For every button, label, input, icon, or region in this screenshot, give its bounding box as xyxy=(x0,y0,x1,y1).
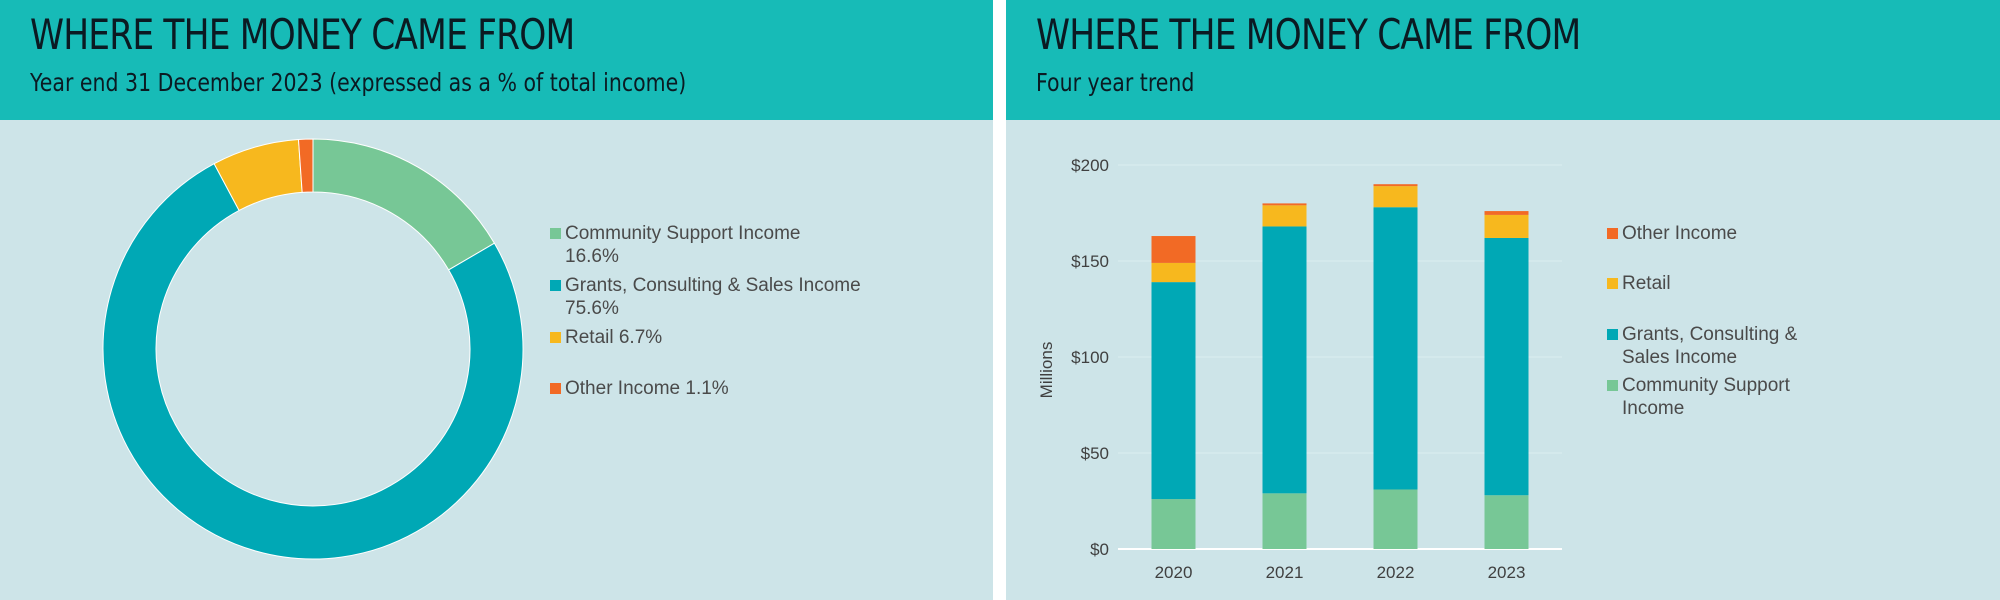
bar-legend-label-other: Other Income xyxy=(1622,223,1737,244)
x-tick-label-2020: 2020 xyxy=(1155,563,1193,582)
bar-2023-community xyxy=(1484,495,1529,549)
right-panel: WHERE THE MONEY CAME FROM Four year tren… xyxy=(1006,0,2000,600)
donut-legend-label-grants-line2: 75.6% xyxy=(565,298,619,319)
y-tick-label-200: $200 xyxy=(1071,156,1109,175)
bar-2022-retail xyxy=(1373,186,1418,208)
bar-legend-label-grants-line2: Sales Income xyxy=(1622,347,1737,368)
left-title: WHERE THE MONEY CAME FROM xyxy=(30,10,575,59)
y-tick-label-50: $50 xyxy=(1081,444,1109,463)
donut-legend-swatch-other xyxy=(550,383,561,394)
bar-2023-retail xyxy=(1484,214,1529,238)
bar-legend-label-community: Community Support xyxy=(1622,375,1791,396)
bar-2020-community xyxy=(1151,499,1196,549)
bar-2023-other xyxy=(1484,211,1529,215)
right-title: WHERE THE MONEY CAME FROM xyxy=(1036,10,1581,59)
bar-legend-swatch-grants xyxy=(1607,329,1618,340)
donut-legend-label-other: Other Income 1.1% xyxy=(565,378,729,399)
bar-2021-retail xyxy=(1262,205,1307,227)
bar-legend-label-community-line2: Income xyxy=(1622,398,1684,419)
bar-2023-grants xyxy=(1484,237,1529,496)
bar-2022-grants xyxy=(1373,207,1418,490)
donut-legend-label-community-line2: 16.6% xyxy=(565,246,619,267)
bar-2020-other xyxy=(1151,236,1196,263)
bar-legend-label-retail: Retail xyxy=(1622,273,1671,294)
donut-legend-swatch-community xyxy=(550,228,561,239)
left-panel: WHERE THE MONEY CAME FROM Year end 31 De… xyxy=(0,0,993,600)
bar-2022-community xyxy=(1373,489,1418,549)
donut-slice-community xyxy=(312,138,496,271)
x-tick-label-2023: 2023 xyxy=(1488,563,1526,582)
y-tick-label-100: $100 xyxy=(1071,348,1109,367)
donut-legend-swatch-grants xyxy=(550,280,561,291)
left-subtitle: Year end 31 December 2023 (expressed as … xyxy=(30,68,687,97)
bar-legend-swatch-other xyxy=(1607,228,1618,239)
bar-legend-swatch-community xyxy=(1607,380,1618,391)
x-tick-label-2022: 2022 xyxy=(1377,563,1415,582)
y-tick-label-150: $150 xyxy=(1071,252,1109,271)
donut-legend-swatch-retail xyxy=(550,332,561,343)
donut-slice-other xyxy=(297,138,314,193)
donut-slice-grants xyxy=(102,163,524,560)
left-header: WHERE THE MONEY CAME FROM Year end 31 De… xyxy=(0,0,993,120)
bar-2021-grants xyxy=(1262,226,1307,494)
right-subtitle: Four year trend xyxy=(1036,68,1195,97)
donut-legend-label-grants: Grants, Consulting & Sales Income xyxy=(565,275,861,296)
bar-2021-community xyxy=(1262,493,1307,549)
bar-legend-label-grants: Grants, Consulting & xyxy=(1622,324,1798,345)
x-tick-label-2021: 2021 xyxy=(1266,563,1304,582)
y-axis-label: Millions xyxy=(1037,342,1056,399)
y-tick-label-0: $0 xyxy=(1090,540,1109,559)
bar-2022-other xyxy=(1373,184,1418,187)
donut-legend-label-community: Community Support Income xyxy=(565,223,801,244)
bar-2020-grants xyxy=(1151,282,1196,500)
donut-legend-label-retail: Retail 6.7% xyxy=(565,327,662,348)
right-header: WHERE THE MONEY CAME FROM Four year tren… xyxy=(1006,0,2000,120)
stacked-bar-chart: $0 $50 $100 $150 $200 Millions 2020 2021 2022 202… xyxy=(1037,156,1798,582)
bar-legend-swatch-retail xyxy=(1607,278,1618,289)
bar-2020-retail xyxy=(1151,262,1196,283)
bar-2021-other xyxy=(1262,203,1307,206)
